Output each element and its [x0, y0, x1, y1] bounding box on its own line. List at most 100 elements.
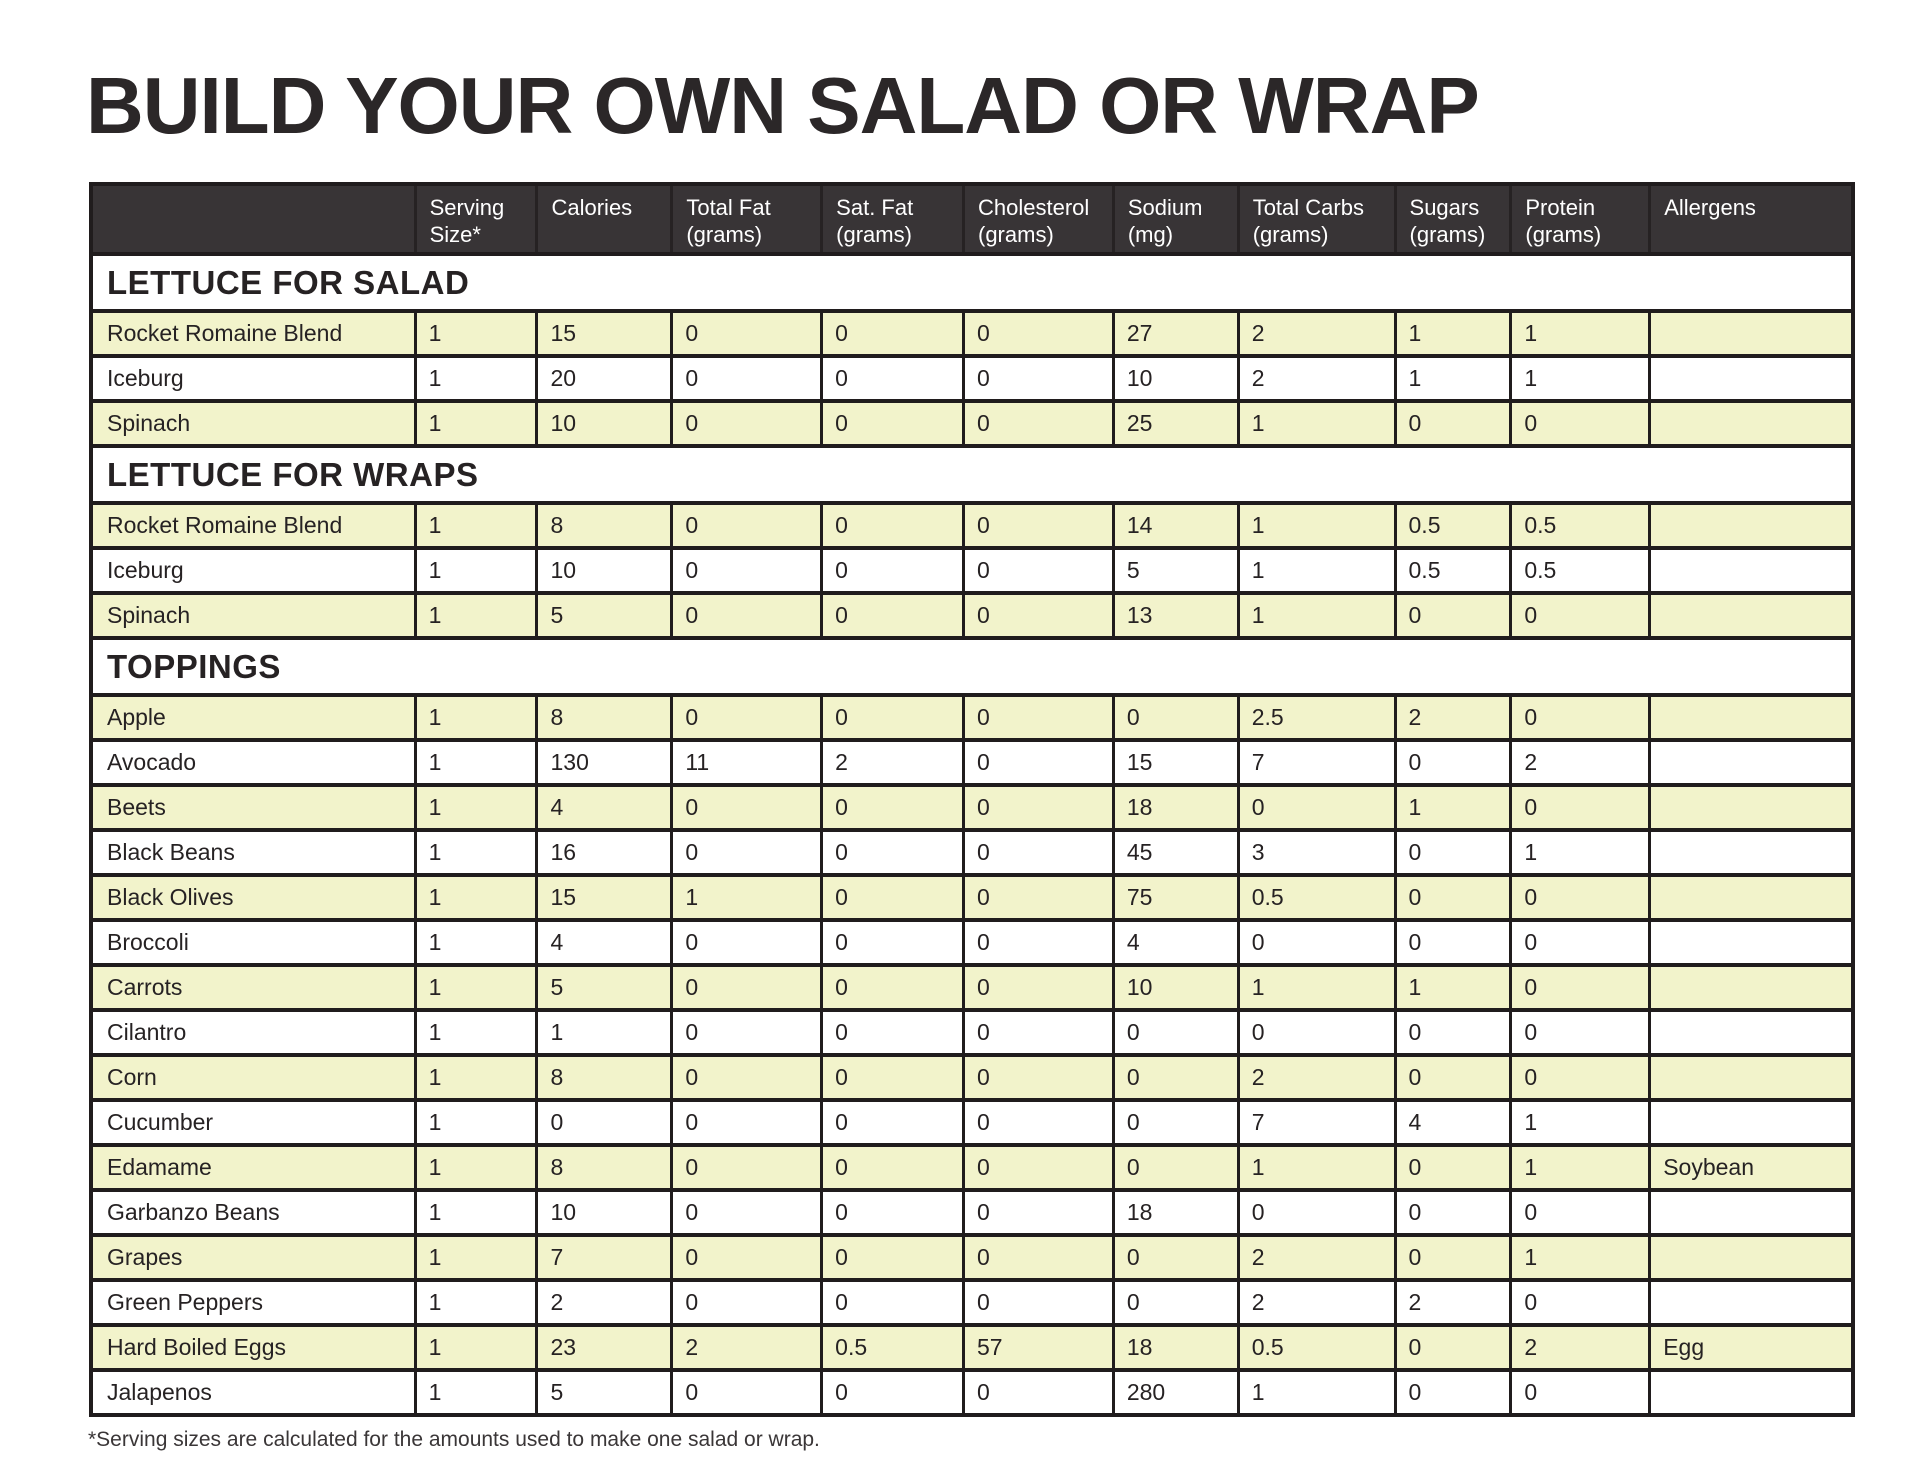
- value-cell: 0: [670, 787, 820, 828]
- value-cell: [1648, 967, 1851, 1008]
- value-cell: 1: [1509, 313, 1648, 354]
- column-header-line2: (grams): [686, 221, 763, 247]
- value-cell: [1648, 1237, 1851, 1278]
- value-cell: 0.5: [1236, 877, 1394, 918]
- value-cell: 15: [535, 877, 670, 918]
- value-cell: 15: [1111, 742, 1237, 783]
- value-cell: 0: [1236, 787, 1394, 828]
- value-cell: 1: [413, 922, 536, 963]
- value-cell: 0.5: [1393, 550, 1510, 591]
- value-cell: 10: [535, 403, 670, 444]
- value-cell: 0: [670, 313, 820, 354]
- section-header-row: TOPPINGS: [93, 636, 1851, 693]
- value-cell: 0: [670, 967, 820, 1008]
- value-cell: 0: [820, 697, 962, 738]
- value-cell: 0: [1393, 922, 1510, 963]
- value-cell: 4: [1393, 1102, 1510, 1143]
- value-cell: 0: [670, 550, 820, 591]
- serving-size-footnote: *Serving sizes are calculated for the am…: [88, 1428, 820, 1451]
- value-cell: 4: [535, 787, 670, 828]
- value-cell: 1: [1509, 1237, 1648, 1278]
- column-header-line1: Calories: [551, 195, 633, 220]
- value-cell: 0: [820, 877, 962, 918]
- value-cell: 0: [1393, 742, 1510, 783]
- value-cell: 0: [670, 403, 820, 444]
- value-cell: 2: [1236, 313, 1394, 354]
- value-cell: 0: [820, 505, 962, 546]
- value-cell: 0: [962, 742, 1112, 783]
- value-cell: 0: [1111, 1057, 1237, 1098]
- value-cell: 1: [535, 1012, 670, 1053]
- value-cell: 1: [413, 1102, 536, 1143]
- value-cell: 0: [1393, 1372, 1510, 1413]
- value-cell: 75: [1111, 877, 1237, 918]
- table-row: Beets 1 4 0 0 0 18 0 1 0: [93, 783, 1851, 828]
- value-cell: [1648, 403, 1851, 444]
- column-header: Serving Size*: [413, 186, 536, 252]
- item-name-cell: Broccoli: [107, 929, 189, 955]
- value-cell: [1648, 787, 1851, 828]
- value-cell: 0: [962, 1012, 1112, 1053]
- value-cell: 23: [535, 1327, 670, 1368]
- column-header-line2: (grams): [1525, 221, 1602, 247]
- value-cell: 27: [1111, 313, 1237, 354]
- value-cell: 0: [1236, 1192, 1394, 1233]
- value-cell: 0: [820, 1372, 962, 1413]
- value-cell: 2: [535, 1282, 670, 1323]
- table-row: Garbanzo Beans 1 10 0 0 0 18 0 0 0: [93, 1188, 1851, 1233]
- column-header: Total Carbs (grams): [1236, 186, 1394, 252]
- column-header: Total Fat (grams): [670, 186, 820, 252]
- value-cell: 1: [413, 1372, 536, 1413]
- value-cell: 0: [1393, 1147, 1510, 1188]
- value-cell: 0: [670, 595, 820, 636]
- value-cell: 0: [1509, 1282, 1648, 1323]
- value-cell: [1648, 832, 1851, 873]
- item-name-cell: Corn: [107, 1064, 157, 1090]
- value-cell: 0: [670, 697, 820, 738]
- table-row: Green Peppers 1 2 0 0 0 0 2 2 0: [93, 1278, 1851, 1323]
- item-name-cell: Spinach: [107, 410, 191, 436]
- value-cell: 18: [1111, 1327, 1237, 1368]
- value-cell: 0.5: [820, 1327, 962, 1368]
- value-cell: 1: [413, 1057, 536, 1098]
- column-header-line1: Protein: [1525, 195, 1596, 220]
- value-cell: 0: [962, 1372, 1112, 1413]
- value-cell: [1648, 742, 1851, 783]
- value-cell: Egg: [1648, 1327, 1851, 1368]
- value-cell: 0: [1393, 1327, 1510, 1368]
- value-cell: 0: [962, 403, 1112, 444]
- value-cell: 0: [1111, 1237, 1237, 1278]
- value-cell: 57: [962, 1327, 1112, 1368]
- value-cell: [1648, 922, 1851, 963]
- value-cell: 2: [1236, 1237, 1394, 1278]
- value-cell: 0: [962, 358, 1112, 399]
- value-cell: 280: [1111, 1372, 1237, 1413]
- table-row: Edamame 1 8 0 0 0 0 1 0 1 Soybean: [93, 1143, 1851, 1188]
- value-cell: 1: [1236, 403, 1394, 444]
- value-cell: 0: [1111, 1147, 1237, 1188]
- value-cell: 2: [1509, 1327, 1648, 1368]
- value-cell: 1: [413, 1327, 536, 1368]
- value-cell: 0: [962, 787, 1112, 828]
- value-cell: 10: [1111, 967, 1237, 1008]
- table-row: Carrots 1 5 0 0 0 10 1 1 0: [93, 963, 1851, 1008]
- column-header-line2: (mg): [1127, 221, 1174, 247]
- value-cell: 0: [820, 358, 962, 399]
- value-cell: 0: [962, 595, 1112, 636]
- value-cell: 0: [670, 1057, 820, 1098]
- value-cell: 8: [535, 1057, 670, 1098]
- item-name-cell: Iceburg: [107, 365, 184, 391]
- value-cell: 0: [820, 1192, 962, 1233]
- value-cell: 1: [1236, 1372, 1394, 1413]
- value-cell: 0: [962, 832, 1112, 873]
- value-cell: 0: [962, 1192, 1112, 1233]
- section-title: LETTUCE FOR WRAPS: [107, 455, 479, 493]
- value-cell: 0: [962, 697, 1112, 738]
- column-header-line1: Sugars: [1409, 195, 1480, 220]
- value-cell: [1648, 550, 1851, 591]
- table-row: Spinach 1 5 0 0 0 13 1 0 0: [93, 591, 1851, 636]
- column-header-line2: (grams): [978, 221, 1054, 247]
- value-cell: 0: [820, 550, 962, 591]
- value-cell: [1648, 595, 1851, 636]
- value-cell: 1: [413, 787, 536, 828]
